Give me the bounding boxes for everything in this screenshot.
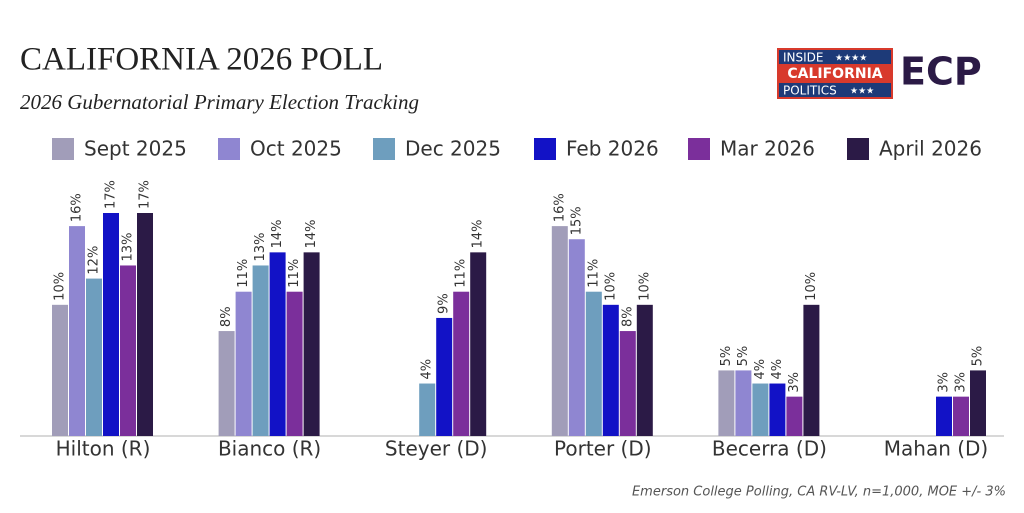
- legend-label: Feb 2026: [566, 137, 659, 161]
- logo-text: INSIDE: [783, 51, 824, 65]
- bar: [568, 239, 585, 436]
- bar: [103, 213, 119, 436]
- bar: [752, 383, 769, 436]
- bar: [619, 331, 636, 436]
- bar: [86, 278, 102, 436]
- value-label: 11%: [236, 259, 251, 288]
- bar: [803, 304, 820, 436]
- bar: [52, 304, 68, 436]
- legend-swatch: [534, 138, 556, 160]
- logo-text: POLITICS: [783, 84, 837, 98]
- logo-band: [779, 50, 891, 64]
- logo-stars: ★★★: [850, 87, 874, 97]
- value-label: 14%: [304, 219, 319, 248]
- value-label: 16%: [70, 193, 85, 222]
- value-label: 12%: [87, 246, 102, 275]
- value-label: 10%: [53, 272, 68, 301]
- bar: [69, 226, 85, 436]
- bar: [235, 291, 252, 436]
- value-label: 11%: [586, 259, 601, 288]
- value-label: 8%: [620, 306, 635, 327]
- x-tick-label: Porter (D): [554, 437, 652, 461]
- bar: [551, 226, 568, 436]
- value-label: 3%: [954, 372, 969, 393]
- bar: [735, 370, 752, 436]
- chart-title: CALIFORNIA 2026 POLL: [20, 42, 383, 78]
- bar: [137, 213, 153, 436]
- bar: [769, 383, 786, 436]
- value-label: 3%: [787, 372, 802, 393]
- value-label: 3%: [937, 372, 952, 393]
- bar: [636, 304, 653, 436]
- bar: [303, 252, 320, 436]
- value-label: 9%: [437, 293, 452, 314]
- logo-text: ECP: [900, 50, 982, 94]
- bar: [269, 252, 286, 436]
- value-label: 5%: [971, 346, 986, 367]
- legend-swatch: [847, 138, 869, 160]
- logo-text: CALIFORNIA: [787, 66, 882, 82]
- bar: [718, 370, 735, 436]
- legend-swatch: [52, 138, 74, 160]
- logo-band: [779, 83, 891, 97]
- legend-label: Sept 2025: [84, 137, 187, 161]
- bar: [436, 317, 453, 436]
- bar: [470, 252, 487, 436]
- bar: [585, 291, 602, 436]
- value-label: 15%: [569, 206, 584, 235]
- value-label: 17%: [138, 180, 153, 209]
- chart-subtitle: 2026 Gubernatorial Primary Election Trac…: [20, 90, 419, 114]
- bar: [936, 396, 952, 436]
- value-label: 10%: [804, 272, 819, 301]
- x-tick-label: Hilton (R): [56, 437, 151, 461]
- value-label: 8%: [219, 306, 234, 327]
- value-label: 11%: [287, 259, 302, 288]
- value-label: 10%: [637, 272, 652, 301]
- value-label: 14%: [270, 219, 285, 248]
- bar: [252, 265, 269, 436]
- value-label: 4%: [753, 359, 768, 380]
- value-label: 5%: [719, 346, 734, 367]
- value-label: 10%: [603, 272, 618, 301]
- legend-swatch: [688, 138, 710, 160]
- source-note: Emerson College Polling, CA RV-LV, n=1,0…: [632, 485, 1006, 500]
- bar: [453, 291, 470, 436]
- legend-swatch: [218, 138, 240, 160]
- value-label: 16%: [552, 193, 567, 222]
- bar: [970, 370, 986, 436]
- value-label: 4%: [420, 359, 435, 380]
- x-tick-label: Becerra (D): [712, 437, 827, 461]
- value-label: 17%: [104, 180, 119, 209]
- bar: [120, 265, 136, 436]
- value-label: 11%: [454, 259, 469, 288]
- x-tick-label: Mahan (D): [884, 437, 988, 461]
- bar: [786, 396, 803, 436]
- legend-label: Oct 2025: [250, 137, 342, 161]
- value-label: 4%: [770, 359, 785, 380]
- value-label: 13%: [121, 233, 136, 262]
- value-label: 14%: [471, 219, 486, 248]
- logo-stars: ★★★★: [835, 54, 867, 64]
- legend-label: Dec 2025: [405, 137, 501, 161]
- x-tick-label: Bianco (R): [218, 437, 321, 461]
- legend-swatch: [373, 138, 395, 160]
- legend-label: April 2026: [879, 137, 982, 161]
- bar: [602, 304, 619, 436]
- logo: INSIDE ★★★★ CALIFORNIA POLITICS ★★★ ECP: [777, 48, 982, 99]
- bar: [286, 291, 303, 436]
- bar: [953, 396, 969, 436]
- x-tick-label: Steyer (D): [385, 437, 488, 461]
- value-label: 13%: [253, 233, 268, 262]
- legend-label: Mar 2026: [720, 137, 815, 161]
- bar: [218, 331, 235, 436]
- value-label: 5%: [736, 346, 751, 367]
- bar: [419, 383, 436, 436]
